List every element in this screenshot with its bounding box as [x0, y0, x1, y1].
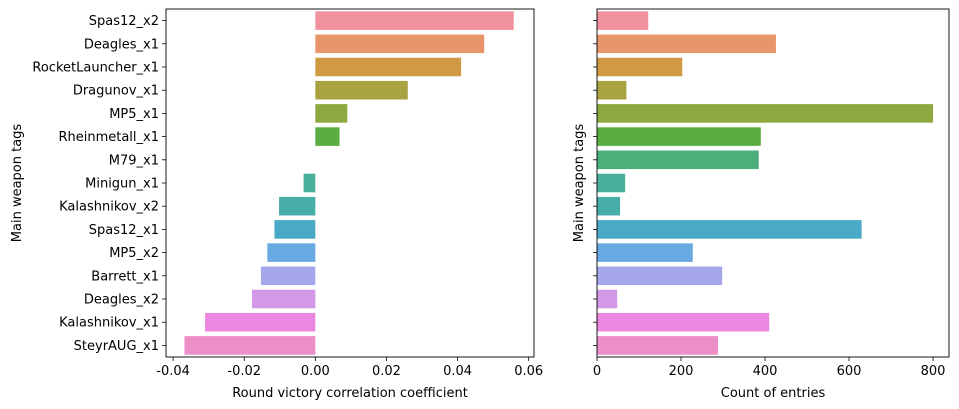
left-x-tick-label-1: -0.02 [227, 364, 261, 379]
left-bars-group [184, 11, 514, 355]
right-bar-m79-x1 [597, 150, 759, 170]
right-bar-spas12-x2 [597, 11, 649, 30]
right-bar-spas12-x1 [597, 220, 862, 239]
right-bar-dragunov-x1 [597, 80, 627, 100]
right-bar-kalashnikov-x1 [597, 312, 770, 332]
left-y-tick-label-kalashnikov-x1: Kalashnikov_x1 [59, 316, 159, 331]
left-y-tick-label-m79-x1: M79_x1 [109, 153, 159, 168]
left-y-tick-label-rocketlauncher-x1: RocketLauncher_x1 [32, 61, 159, 76]
left-y-tick-label-minigun-x1: Minigun_x1 [85, 177, 159, 192]
left-y-tick-label-rheinmetall-x1: Rheinmetall_x1 [58, 130, 159, 145]
left-bar-rocketlauncher-x1 [315, 57, 462, 77]
right-bar-barrett-x1 [597, 266, 723, 286]
left-bar-kalashnikov-x1 [205, 312, 316, 332]
right-bar-mp5-x1 [597, 104, 934, 123]
right-bar-steyraug-x1 [597, 336, 718, 355]
right-bar-deagles-x1 [597, 34, 776, 54]
left-bar-mp5-x1 [315, 104, 348, 123]
left-bar-minigun-x1 [303, 173, 316, 193]
left-y-tick-label-barrett-x1: Barrett_x1 [91, 269, 159, 284]
left-y-tick-labels: Spas12_x2 Deagles_x1 RocketLauncher_x1 Drag… [32, 14, 166, 354]
left-y-tick-label-deagles-x1: Deagles_x1 [84, 37, 159, 52]
left-x-tick-label-4: 0.04 [443, 364, 472, 379]
right-bar-rheinmetall-x1 [597, 127, 761, 146]
right-panel: 0 200 400 600 800 Count of entries Main weap… [572, 8, 950, 401]
left-y-tick-label-deagles-x2: Deagles_x2 [84, 293, 159, 308]
left-bar-deagles-x1 [315, 34, 485, 54]
left-y-tick-label-spas12-x1: Spas12_x1 [89, 223, 159, 238]
left-bar-barrett-x1 [260, 266, 316, 286]
right-bar-deagles-x2 [597, 289, 618, 309]
left-y-tick-label-spas12-x2: Spas12_x2 [89, 14, 159, 29]
left-bar-kalashnikov-x2 [279, 196, 316, 216]
left-y-tick-label-kalashnikov-x2: Kalashnikov_x2 [59, 200, 159, 215]
left-bar-deagles-x2 [252, 289, 316, 309]
right-bar-rocketlauncher-x1 [597, 57, 683, 77]
right-bars-group [597, 11, 934, 355]
left-x-axis-label: Round victory correlation coefficient [232, 386, 468, 401]
left-panel: Spas12_x2 Deagles_x1 RocketLauncher_x1 Drag… [10, 8, 543, 401]
left-bar-spas12-x1 [274, 220, 316, 239]
right-x-tick-labels: 0 200 400 600 800 [593, 357, 946, 379]
left-bar-spas12-x2 [315, 11, 514, 30]
left-bar-steyraug-x1 [184, 336, 316, 355]
right-bar-mp5-x2 [597, 243, 693, 262]
right-x-tick-label-2: 400 [753, 364, 778, 379]
left-x-tick-label-0: -0.04 [156, 364, 190, 379]
left-x-tick-labels: -0.04 -0.02 0.00 0.02 0.04 0.06 [156, 357, 543, 379]
right-x-tick-label-3: 600 [837, 364, 862, 379]
right-bar-kalashnikov-x2 [597, 196, 621, 216]
right-bar-minigun-x1 [597, 173, 626, 193]
left-bar-dragunov-x1 [315, 80, 408, 100]
left-bar-mp5-x2 [267, 243, 316, 262]
right-x-tick-label-1: 200 [669, 364, 694, 379]
right-y-axis-label: Main weapon tags [572, 124, 587, 243]
left-x-tick-label-5: 0.06 [514, 364, 543, 379]
right-y-tick-marks [593, 20, 597, 346]
right-x-axis-label: Count of entries [721, 386, 826, 401]
left-y-tick-label-steyraug-x1: SteyrAUG_x1 [74, 339, 159, 354]
left-x-tick-label-3: 0.02 [372, 364, 401, 379]
left-bar-rheinmetall-x1 [315, 127, 340, 146]
left-y-tick-label-mp5-x1: MP5_x1 [109, 107, 159, 122]
right-x-tick-label-4: 800 [921, 364, 946, 379]
left-y-tick-label-dragunov-x1: Dragunov_x1 [73, 84, 159, 99]
right-x-tick-label-0: 0 [593, 364, 601, 379]
left-x-tick-label-2: 0.00 [301, 364, 330, 379]
left-y-tick-label-mp5-x2: MP5_x2 [109, 246, 159, 261]
left-y-axis-label: Main weapon tags [10, 124, 25, 243]
